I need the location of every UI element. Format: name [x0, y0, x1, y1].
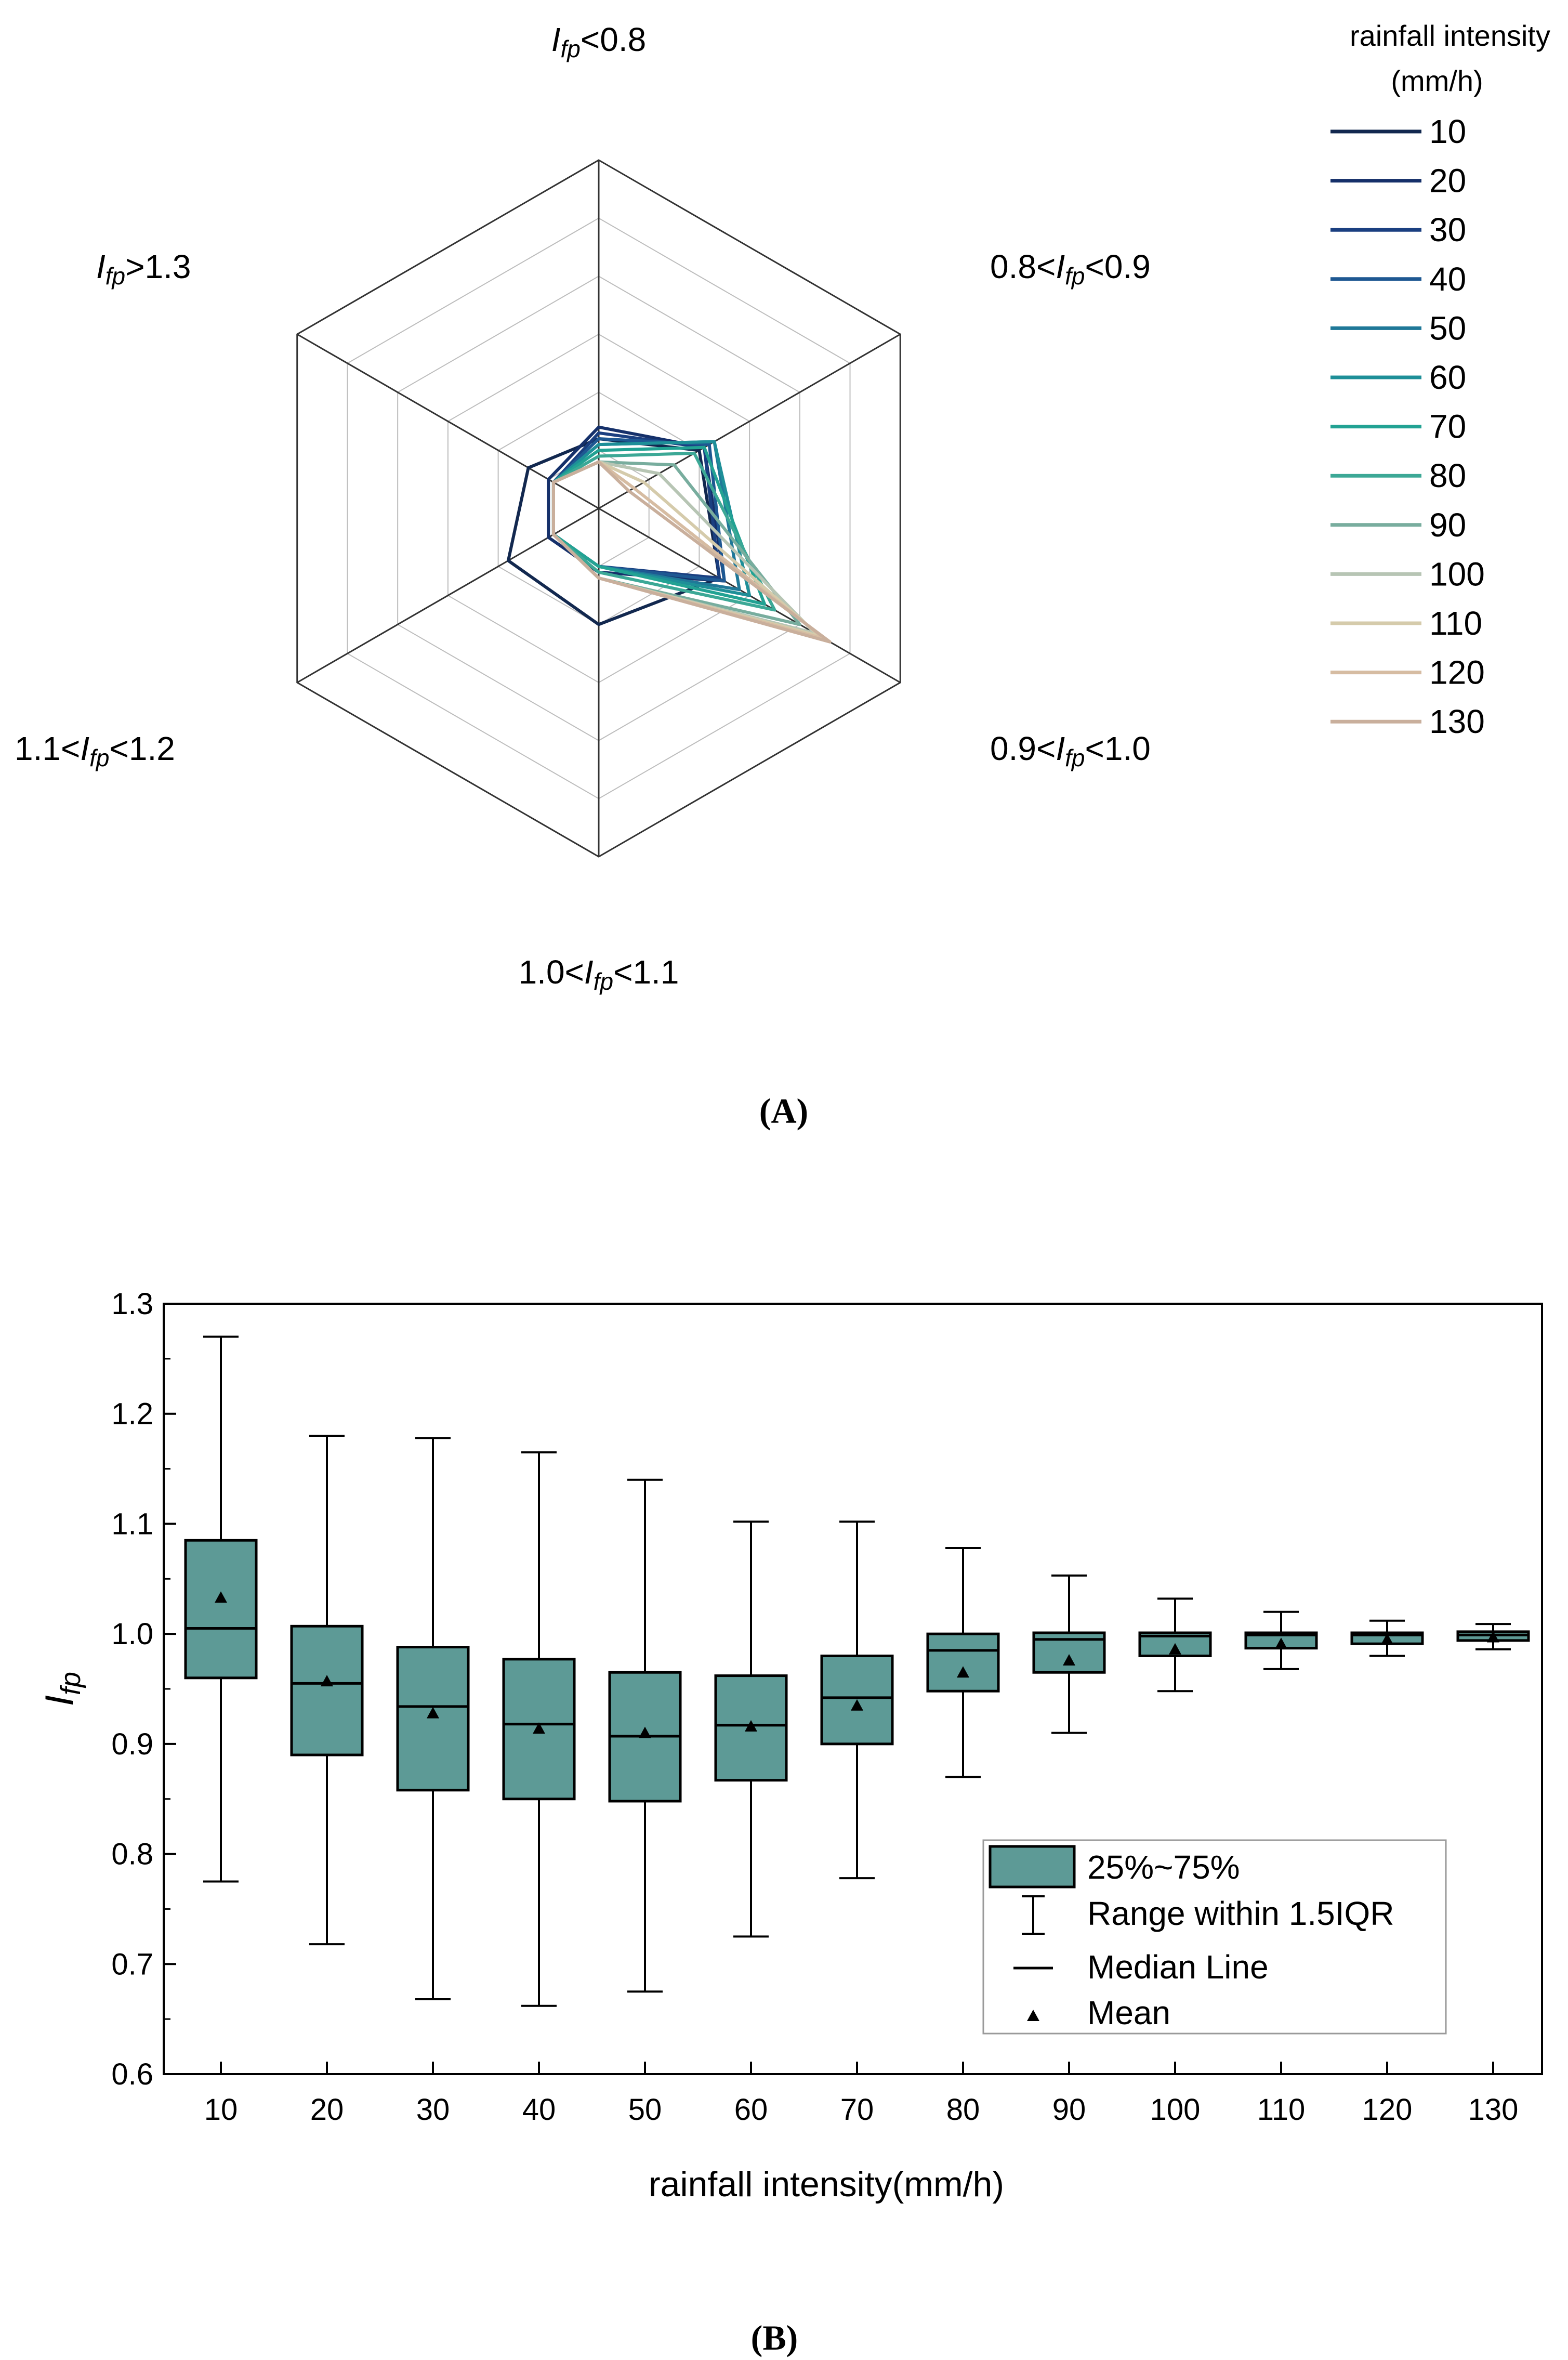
radar-axis-label: Ifp>1.3 — [96, 248, 191, 290]
mean-marker — [215, 1591, 227, 1603]
x-tick-label: 10 — [204, 2093, 238, 2127]
panel-label-a: (A) — [759, 1091, 808, 1131]
radar-legend: rainfall intensity (mm/h) 10 20 30 40 50 60 70 80… — [1330, 19, 1550, 740]
radar-legend-label: 20 — [1429, 162, 1466, 200]
boxplot-panel: 0.6 0.7 0.8 0.9 1.0 1.1 1.2 1.3 Ifp rainfall inte… — [37, 1287, 1543, 2204]
radar-axis-label: 0.8<Ifp<0.9 — [990, 248, 1151, 290]
radar-legend-title: rainfall intensity — [1350, 19, 1550, 52]
radar-legend-label: 30 — [1429, 211, 1466, 248]
x-tick-label: 50 — [628, 2093, 662, 2127]
radar-panel: Ifp<0.8 0.8<Ifp<0.9 0.9<Ifp<1.0 1.0<Ifp<1.1… — [15, 19, 1550, 995]
box-iqr — [926, 1632, 1000, 1693]
radar-series-110 — [551, 460, 822, 638]
mean-marker — [533, 1722, 545, 1734]
x-tick-label: 100 — [1150, 2093, 1201, 2127]
mean-marker — [1381, 1633, 1393, 1645]
radar-legend-label: 60 — [1429, 359, 1466, 396]
box-100 — [1138, 1597, 1212, 1693]
box-90 — [1032, 1574, 1106, 1734]
radar-legend-label: 50 — [1429, 309, 1466, 347]
box-iqr — [184, 1539, 258, 1680]
y-tick-label: 1.1 — [111, 1507, 153, 1541]
mean-marker — [745, 1720, 757, 1732]
box-110 — [1244, 1610, 1318, 1670]
x-tick-label: 130 — [1468, 2093, 1519, 2127]
radar-legend-label: 110 — [1429, 605, 1482, 642]
mean-marker — [1487, 1631, 1499, 1643]
radar-series-120 — [551, 460, 827, 641]
box-70 — [820, 1520, 894, 1880]
radar-legend-label: 80 — [1429, 457, 1466, 494]
y-tick-label: 1.3 — [111, 1287, 153, 1321]
radar-legend-label: 130 — [1429, 703, 1485, 740]
legend-label-median: Median Line — [1087, 1948, 1269, 1986]
radar-axis-label: 1.0<Ifp<1.1 — [519, 953, 679, 995]
x-tick-label: 110 — [1257, 2093, 1305, 2127]
box-20 — [290, 1435, 364, 1946]
box-50 — [608, 1478, 682, 1993]
mean-marker — [957, 1666, 969, 1678]
mean-marker — [427, 1707, 439, 1719]
box-60 — [714, 1520, 788, 1938]
box-40 — [502, 1451, 576, 2007]
x-tick-label: 40 — [522, 2093, 556, 2127]
box-10 — [184, 1335, 258, 1883]
x-axis-title: rainfall intensity(mm/h) — [649, 2165, 1004, 2204]
box-120 — [1350, 1619, 1424, 1657]
radar-legend-unit: (mm/h) — [1391, 64, 1483, 97]
mean-marker — [851, 1699, 863, 1711]
box-iqr — [290, 1624, 364, 1756]
legend-mean-swatch — [1027, 2010, 1039, 2021]
panel-label-b: (B) — [751, 2318, 798, 2357]
box-30 — [396, 1437, 470, 2001]
radar-legend-label: 40 — [1429, 260, 1466, 298]
x-tick-label: 70 — [840, 2093, 874, 2127]
x-tick-label: 80 — [946, 2093, 980, 2127]
legend-label-whisker: Range within 1.5IQR — [1087, 1895, 1394, 1932]
radar-axis-label: 0.9<Ifp<1.0 — [990, 730, 1151, 771]
mean-marker — [1275, 1637, 1287, 1649]
mean-marker — [321, 1675, 333, 1687]
mean-marker — [639, 1726, 651, 1738]
mean-marker — [1063, 1654, 1075, 1666]
y-tick-label: 0.9 — [111, 1727, 153, 1761]
legend-box-swatch — [989, 1845, 1076, 1889]
x-tick-label: 60 — [734, 2093, 768, 2127]
y-tick-label: 0.6 — [111, 2057, 153, 2091]
radar-legend-label: 100 — [1429, 555, 1485, 593]
legend-label-box: 25%~75% — [1087, 1848, 1240, 1886]
radar-series-10 — [506, 437, 721, 626]
boxplot-legend: 25%~75% Range within 1.5IQR Median Line Mea… — [982, 1839, 1447, 2035]
y-axis-title: Ifp — [37, 1672, 86, 1706]
x-tick-label: 90 — [1052, 2093, 1086, 2127]
radar-legend-label: 10 — [1429, 113, 1466, 150]
x-tick-label: 30 — [416, 2093, 450, 2127]
radar-legend-label: 70 — [1429, 408, 1466, 445]
radar-series-130 — [551, 460, 832, 644]
y-tick-label: 0.7 — [111, 1947, 153, 1981]
box-80 — [926, 1547, 1000, 1778]
radar-axis-label: Ifp<0.8 — [551, 21, 647, 62]
radar-legend-label: 90 — [1429, 506, 1466, 544]
radar-legend-label: 120 — [1429, 654, 1485, 691]
box-130 — [1456, 1623, 1530, 1650]
y-tick-label: 0.8 — [111, 1838, 153, 1871]
x-tick-label: 120 — [1362, 2093, 1413, 2127]
radar-axis-label: 1.1<Ifp<1.2 — [15, 730, 175, 771]
y-tick-label: 1.2 — [111, 1397, 153, 1431]
legend-label-mean: Mean — [1087, 1994, 1170, 2031]
radar-series-100 — [551, 460, 816, 635]
radar-spoke — [598, 333, 901, 509]
x-tick-label: 20 — [310, 2093, 344, 2127]
y-tick-label: 1.0 — [111, 1617, 153, 1651]
mean-marker — [1169, 1643, 1181, 1655]
box-iqr — [396, 1646, 470, 1792]
